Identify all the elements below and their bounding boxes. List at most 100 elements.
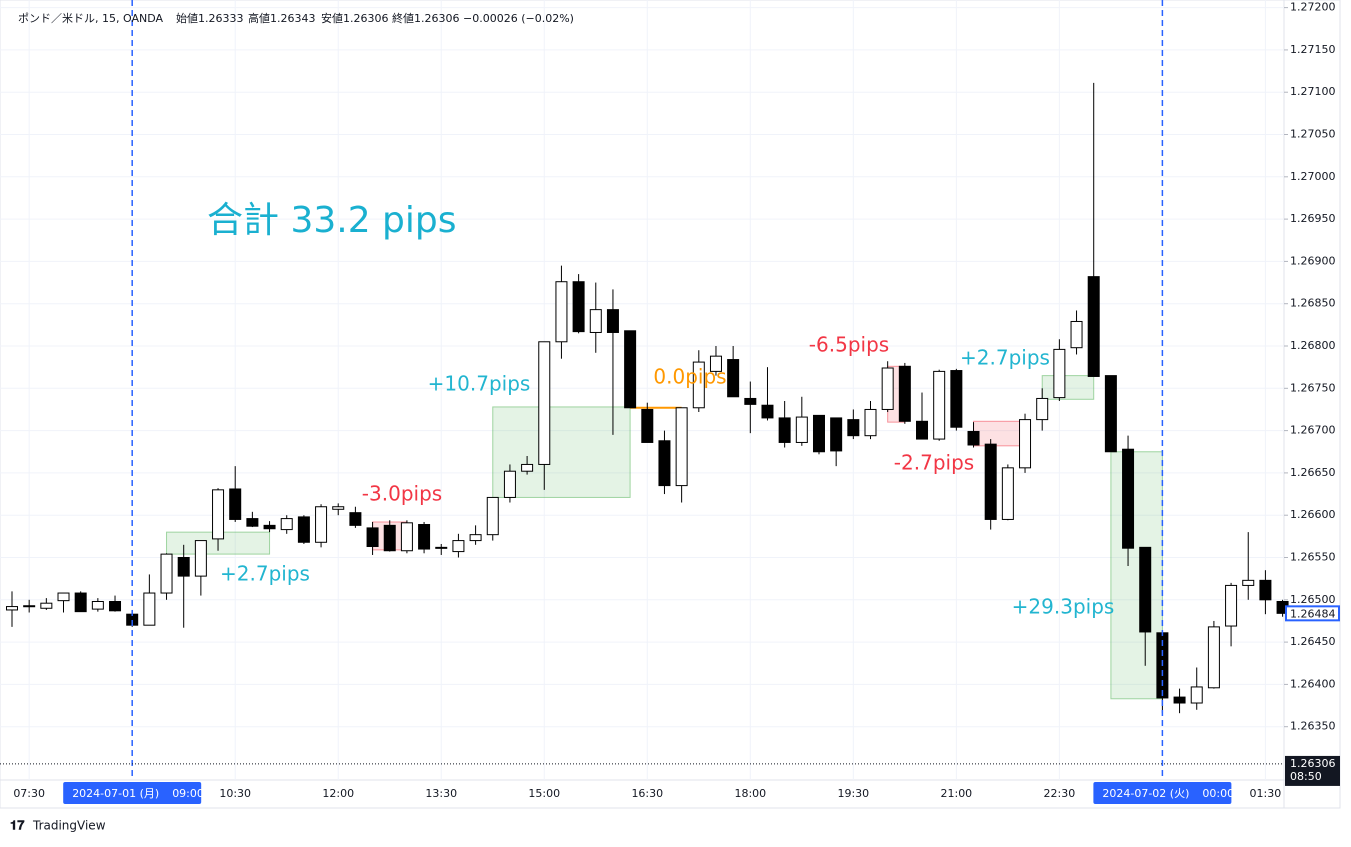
candle-body [23,605,36,608]
x-tick-label: 13:30 [425,787,457,800]
candle-body [1001,467,1014,520]
candle-body [315,506,328,543]
open-value: 始値1.26333 [176,11,244,25]
y-tick-label: 1.26350 [1290,720,1336,733]
candle-body [709,355,722,372]
date-label: 2024-07-02 (火) [1102,787,1189,800]
candle-body [692,361,705,409]
y-tick-label: 1.27200 [1290,1,1336,14]
candle-body [297,516,310,543]
y-tick-label: 1.26400 [1290,677,1336,690]
candle-body [555,281,568,343]
trade-box [1110,451,1163,700]
price-line-box [1285,755,1340,786]
time-label: 00:00 [1202,787,1234,800]
trade-label: +10.7pips [428,372,531,396]
header: ポンド／米ドル, 15, OANDA 始値1.26333 高値1.26343 安… [18,11,574,25]
candle-body [194,540,207,577]
x-tick-label: 19:30 [837,787,869,800]
candle-body [160,553,173,594]
logo-mark: 𝟏𝟕 [10,819,25,834]
date-label: 2024-07-01 (月) [72,787,159,800]
candle-body [109,600,122,612]
candle-body [950,370,963,428]
trades [166,365,1163,700]
candle-body [469,534,482,542]
y-tick-label: 1.27000 [1290,170,1336,183]
candle-body [177,557,190,577]
total-pips: 合計 33.2 pips [207,200,457,241]
logo: 𝟏𝟕 TradingView [10,819,106,834]
candle-body [812,414,825,453]
candle-body [641,408,654,443]
candle-body [521,463,534,472]
y-tick-label: 1.27100 [1290,85,1336,98]
candle-body [1036,397,1049,421]
x-tick-label: 18:00 [734,787,766,800]
candle-body [383,524,396,552]
y-tick-label: 1.26700 [1290,424,1336,437]
time-label: 09:00 [172,787,204,800]
candle-body [332,506,345,510]
candle-body [967,430,980,446]
candle-body [1053,348,1066,399]
trade-label: -6.5pips [809,333,889,357]
candle-body [6,606,18,611]
candle-body [57,592,70,602]
candle-body [1225,584,1238,627]
candle-body [435,546,448,549]
high-value: 高値1.26343 [248,11,316,25]
candle-body [761,404,774,419]
candle-body [984,443,997,520]
candle-body [280,518,293,531]
last-price-inner [1287,607,1338,620]
y-tick-label: 1.27150 [1290,43,1336,56]
y-tick-label: 1.27050 [1290,128,1336,141]
x-tick-label: 10:30 [219,787,251,800]
trade-label: +2.7pips [220,562,310,586]
candle-body [847,419,860,437]
change-value: −0.00026 (−0.02%) [463,12,574,25]
y-tick-label: 1.26950 [1290,212,1336,225]
low-value: 安値1.26306 [321,11,389,25]
y-tick-label: 1.26450 [1290,635,1336,648]
candle-body [881,367,894,410]
close-value: 終値1.26306 [392,11,460,25]
candle-body [538,341,551,465]
y-tick-label: 1.26900 [1290,254,1336,267]
date-box [63,782,202,804]
candle-body [1259,579,1272,601]
candle-body [1207,626,1220,689]
candle-body [503,470,516,498]
x-tick-label: 01:30 [1250,787,1282,800]
candle-body [572,281,585,333]
candle-body [143,592,156,626]
trade-label: +2.7pips [960,346,1050,370]
candle-body [1173,696,1186,704]
candle-body [452,540,465,553]
candle-body [418,524,431,550]
y-tick-label: 1.26650 [1290,466,1336,479]
trade-label: -2.7pips [894,451,974,475]
trade-box [1041,375,1095,400]
x-tick-label: 15:00 [528,787,560,800]
trade-box [973,420,1026,447]
footer: TradingView [32,819,106,833]
candle-body [1190,686,1203,704]
candle-body [916,420,929,440]
y-tick-label: 1.26750 [1290,381,1336,394]
candle-body [795,416,808,443]
y-tick-label: 1.26600 [1290,508,1336,521]
y-tick-label: 1.26850 [1290,297,1336,310]
candle-body [1087,276,1100,377]
grid [0,0,1288,780]
candle-body [898,365,911,422]
last-price-label: 1.26484 [1290,607,1336,620]
candle-body [366,527,379,548]
candle-body [91,600,104,610]
x-tick-label: 16:30 [631,787,663,800]
trade-label: -3.0pips [362,482,442,506]
candle-body [1242,579,1255,586]
